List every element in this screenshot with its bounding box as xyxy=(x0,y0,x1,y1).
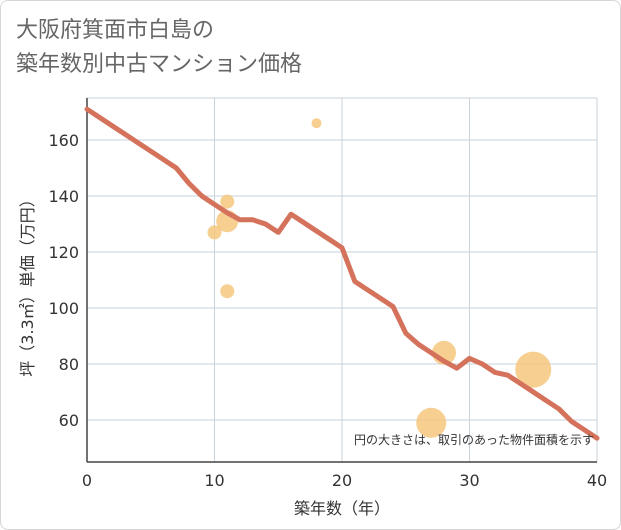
title-line-1: 大阪府箕面市白島の xyxy=(16,18,215,43)
chart-title: 大阪府箕面市白島の 築年数別中古マンション価格 xyxy=(16,14,302,82)
bubble-size-note: 円の大きさは、取引のあった物件面積を示す xyxy=(354,432,594,447)
bubble-point xyxy=(220,194,235,209)
bubble-point xyxy=(416,407,447,438)
y-tick-label: 120 xyxy=(48,243,79,262)
x-tick-label: 10 xyxy=(204,471,224,490)
y-axis-label: 坪（3.3㎡）単価（万円） xyxy=(18,191,37,376)
bubble-point xyxy=(515,351,552,388)
y-tick-label: 80 xyxy=(59,355,79,374)
title-line-2: 築年数別中古マンション価格 xyxy=(16,52,303,77)
grid-lines xyxy=(86,97,598,463)
axes xyxy=(86,98,597,463)
bubble-series xyxy=(207,118,552,438)
y-tick-label: 60 xyxy=(59,411,79,430)
y-tick-label: 100 xyxy=(48,299,79,318)
x-tick-label: 20 xyxy=(332,471,352,490)
bubble-point xyxy=(207,225,222,240)
x-tick-label: 0 xyxy=(82,471,92,490)
x-tick-label: 30 xyxy=(459,471,479,490)
bubble-point xyxy=(311,118,322,129)
bubble-point xyxy=(220,284,235,299)
price-line-series xyxy=(84,106,600,441)
x-axis-label: 築年数（年） xyxy=(294,499,390,518)
y-tick-label: 160 xyxy=(48,131,79,150)
y-tick-label: 140 xyxy=(48,187,79,206)
tick-labels: 0 10 20 30 40 60 80 100 120 140 160 xyxy=(48,131,607,490)
x-tick-label: 40 xyxy=(587,471,607,490)
price-line xyxy=(84,106,600,441)
